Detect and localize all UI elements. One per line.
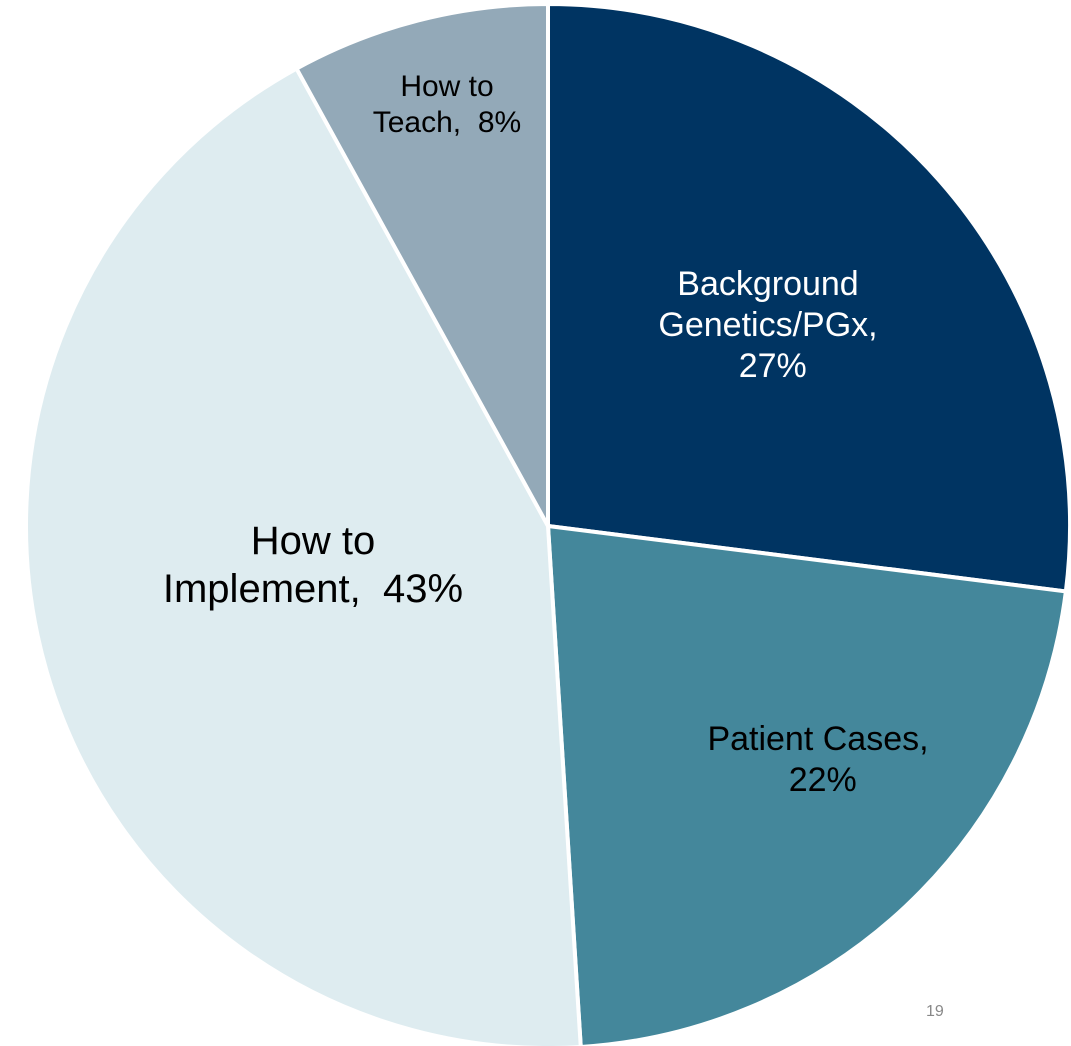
pie-slice (545, 523, 1069, 1046)
slice-label: Background Genetics/PGx, 27% (638, 264, 898, 386)
slice-label: How to Implement, 43% (153, 517, 473, 613)
slice-category: Background Genetics/PGx, (658, 264, 878, 344)
slice-value: 43% (383, 567, 464, 611)
slice-category: Patient Cases, (707, 720, 929, 759)
slice-label: Patient Cases, 22% (688, 719, 948, 801)
slice-category: How to Teach, (372, 70, 494, 139)
pie-slice (546, 1, 1071, 594)
slice-value: 27% (738, 346, 807, 385)
slice-value: 8% (477, 106, 522, 139)
pie-slice (293, 1, 550, 527)
slice-category: How to Implement, (162, 519, 376, 611)
slice-value: 22% (788, 761, 857, 799)
slice-label: How to Teach, 8% (362, 69, 532, 141)
pie-slice (24, 65, 583, 1046)
page-number: 19 (926, 1003, 944, 1020)
